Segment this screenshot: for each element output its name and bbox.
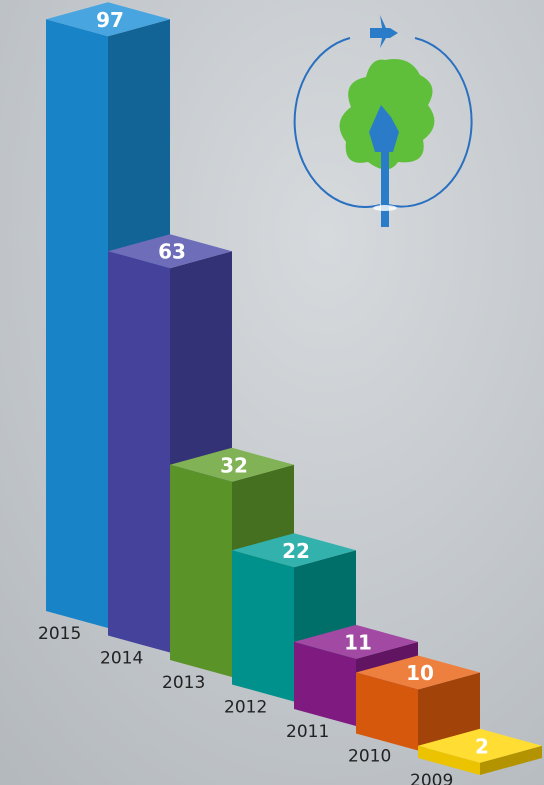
bar: [356, 655, 480, 751]
x-tick-label: 2011: [286, 722, 329, 742]
bar-right-face: [418, 672, 480, 751]
x-tick-label: 2014: [100, 649, 143, 669]
value-label: 97: [96, 8, 124, 32]
bar-top-face: [418, 728, 542, 763]
bar-left-face: [418, 745, 480, 775]
x-tick-label: 2013: [162, 673, 205, 693]
bar-top-face: [170, 447, 294, 482]
x-tick-label: 2009: [410, 771, 453, 785]
bar-left-face: [46, 19, 108, 629]
x-tick-label: 2012: [224, 698, 267, 718]
bar-left-face: [170, 464, 232, 677]
bar-top-face: [294, 624, 418, 659]
bar-left-face: [294, 641, 356, 726]
bar-left-face: [232, 550, 294, 702]
bar-right-face: [480, 745, 542, 775]
bar: [108, 234, 232, 653]
bar-top-face: [46, 2, 170, 37]
tree-icon: [293, 15, 473, 227]
bar: [418, 728, 542, 775]
value-label: 10: [406, 661, 434, 685]
x-tick-label: 2015: [38, 624, 81, 644]
bar-top-face: [232, 533, 356, 568]
value-label: 2: [475, 734, 489, 758]
bars: 97 2015 63 2014 32 2013 22 2012 11 2011 10 2010 2 200…: [38, 2, 542, 785]
bar-left-face: [356, 672, 418, 751]
bar-top-face: [108, 234, 232, 269]
x-tick-label: 2010: [348, 747, 391, 767]
value-label: 63: [158, 240, 186, 264]
value-label: 11: [344, 630, 372, 654]
bar-top-face: [356, 655, 480, 690]
value-label: 32: [220, 453, 248, 477]
value-label: 22: [282, 539, 310, 563]
bar-left-face: [108, 251, 170, 653]
